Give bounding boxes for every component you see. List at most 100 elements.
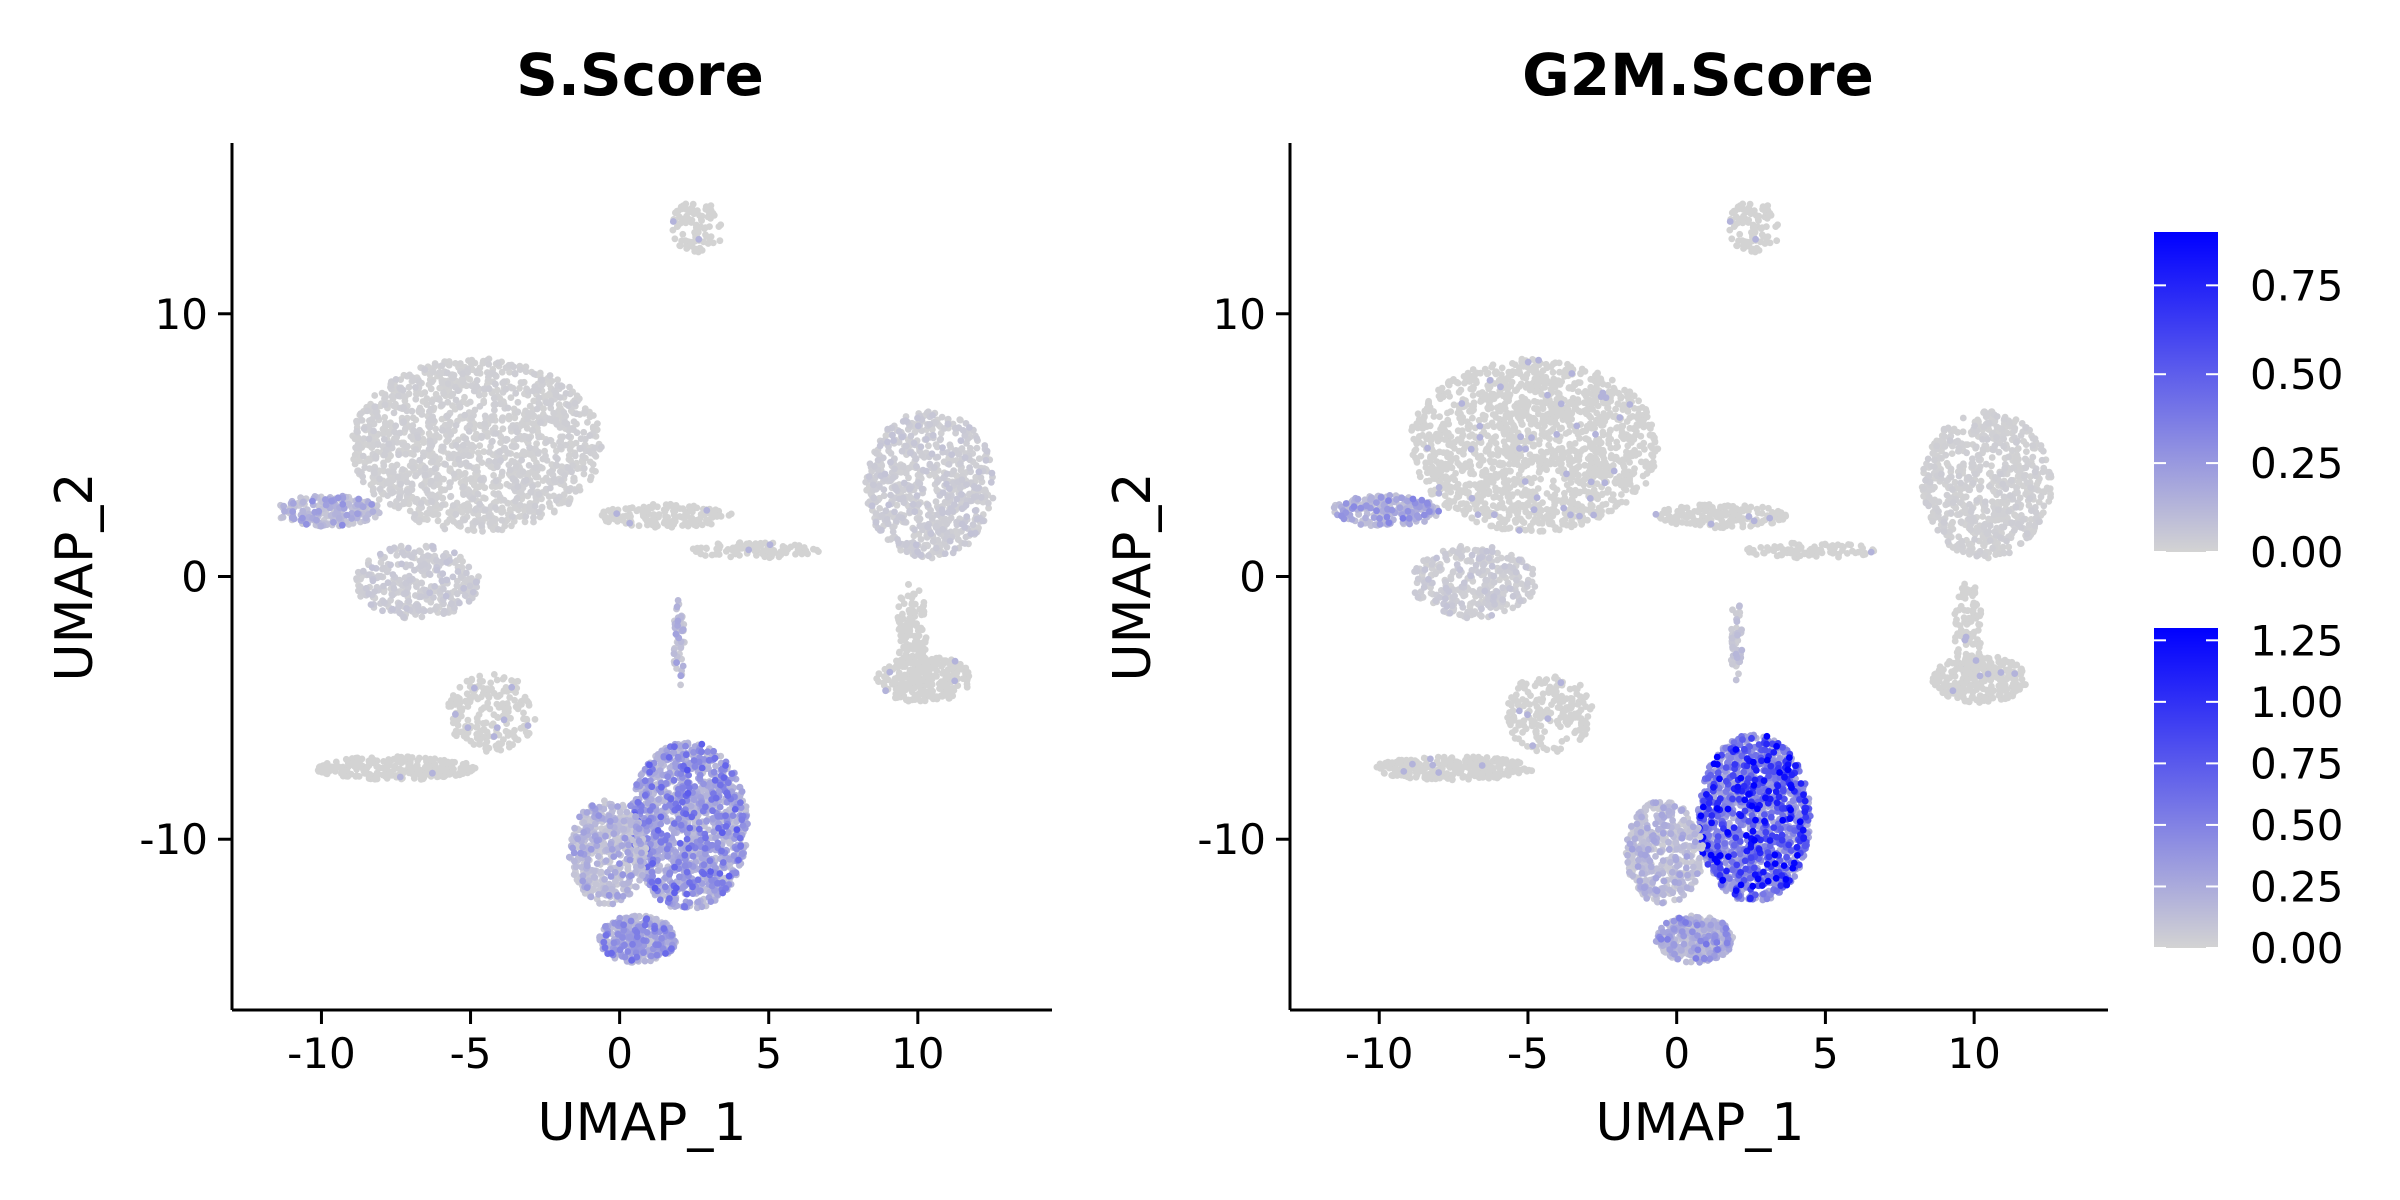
data-point [405,544,412,552]
data-point [530,514,537,521]
data-point [438,401,446,408]
data-point [334,494,342,502]
data-point [889,474,897,482]
data-point [403,372,411,380]
data-point [464,724,472,731]
data-point [502,727,510,735]
data-point [394,392,402,400]
data-point [384,468,392,475]
data-point [565,452,573,459]
data-point [476,442,484,450]
data-point [925,552,932,560]
data-point [394,473,402,481]
data-point [677,672,685,680]
data-point [937,435,944,443]
data-point [695,235,703,243]
data-point [452,396,460,404]
data-point [395,493,403,501]
data-point [552,390,560,398]
data-point [449,390,457,398]
data-point [359,452,367,460]
data-point [661,508,669,516]
data-point [408,458,416,465]
data-point [467,475,475,482]
data-point [713,513,721,520]
data-point [580,428,588,436]
data-point [418,613,426,621]
data-point [979,517,987,525]
data-point [466,421,474,429]
data-point [944,666,952,673]
data-point [281,507,288,515]
data-point [409,422,417,429]
data-point [514,398,522,406]
data-point [493,676,501,684]
data-point [357,416,365,424]
data-point [953,669,961,677]
data-point [530,455,538,463]
data-point [918,639,926,647]
data-point [655,796,662,803]
data-point [956,416,964,424]
data-point [531,502,539,510]
data-point [950,467,958,474]
data-point [532,464,539,471]
data-point [459,441,467,449]
data-point [444,413,451,421]
data-point [449,502,457,509]
data-point [963,680,971,688]
data-point [459,370,466,378]
data-point [639,510,647,517]
data-point [939,526,947,533]
data-point [389,571,397,578]
data-point [925,442,932,450]
data-point [666,501,674,509]
data-point [457,728,465,736]
data-point [404,442,411,450]
data-point [792,550,799,558]
data-point [679,230,687,238]
data-point [376,475,384,483]
data-point [963,481,970,488]
data-point [513,428,521,436]
data-point [920,544,928,552]
data-point [398,759,405,766]
data-point [545,499,553,507]
data-point [439,443,447,451]
data-point [898,447,906,455]
data-point [566,446,574,453]
data-point [452,511,460,518]
data-point [695,248,702,256]
data-point [906,449,914,457]
data-point [916,653,924,661]
data-point [709,211,716,219]
data-point [381,401,389,409]
data-point [690,210,698,218]
data-point [412,446,419,453]
data-point [402,589,410,597]
data-point [957,460,964,468]
data-point [567,457,574,464]
data-point [397,542,405,550]
data-point [903,548,911,556]
data-point [557,382,565,389]
data-point [687,802,695,810]
data-point [981,486,989,494]
data-point [613,517,621,524]
data-point [494,359,502,367]
data-point [535,490,543,498]
data-point [473,377,481,384]
data-point [918,626,926,634]
data-point [375,496,383,503]
data-point [426,505,434,513]
data-point [408,407,416,415]
data-point [546,484,554,492]
data-point [477,476,485,484]
data-point [941,550,949,557]
data-point [390,409,398,417]
data-point [571,452,579,460]
data-point [675,207,682,215]
data-point [338,766,346,774]
data-point [454,694,462,701]
data-point [656,846,664,854]
